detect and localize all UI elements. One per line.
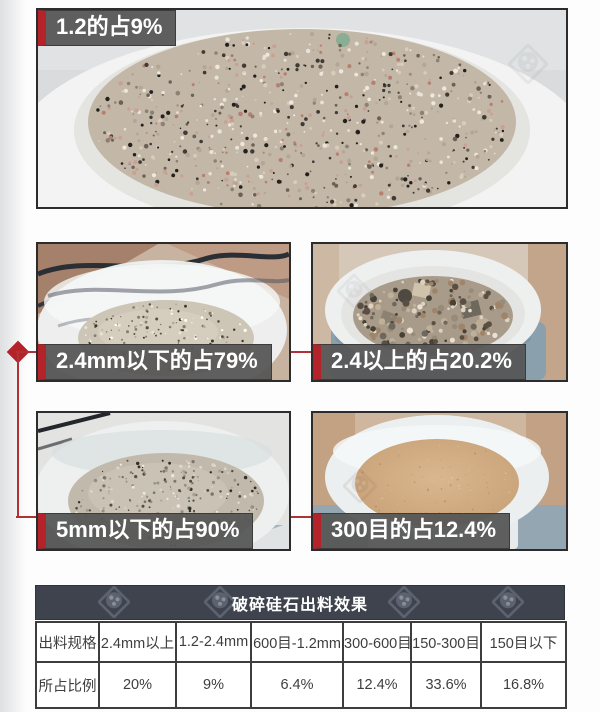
connector-line-vertical — [17, 352, 19, 517]
photo-sand-under-5mm: 5mm以下的占90% — [36, 411, 291, 551]
connector-line-to-mid-left-label — [16, 351, 38, 353]
label-1-2mm-share: 1.2的占9% — [38, 10, 177, 46]
label-1-2mm-share-text: 1.2的占9% — [56, 14, 163, 39]
ratio-cell: 16.8% — [480, 661, 567, 709]
label-under-5mm-share-text: 5mm以下的占90% — [56, 517, 240, 542]
photo-mixed-gravel-bucket: 1.2的占9% — [36, 8, 568, 209]
ratio-row: 所占比例 20% 9% 6.4% 12.4% 33.6% 16.8% — [35, 661, 567, 709]
label-under-2-4mm-share-text: 2.4mm以下的占79% — [56, 348, 258, 373]
label-under-2-4mm-share: 2.4mm以下的占79% — [38, 344, 272, 380]
table-title: 破碎硅石出料效果 — [231, 596, 368, 614]
spec-cell: 600目-1.2mm — [250, 621, 344, 663]
photo-pebbles-over-2-4mm: 2.4以上的占20.2% — [311, 242, 568, 382]
spec-cell: 2.4mm以上 — [98, 621, 177, 663]
photo-graphic-top — [38, 10, 566, 207]
spec-cell: 1.2-2.4mm — [175, 621, 252, 663]
label-under-5mm-share: 5mm以下的占90% — [38, 513, 254, 549]
spec-cell: 300-600目 — [342, 621, 412, 663]
spec-cell: 150-300目 — [410, 621, 482, 663]
photo-sand-under-2-4mm: 2.4mm以下的占79% — [36, 242, 291, 382]
ratio-cell: 12.4% — [342, 661, 412, 709]
spec-cell: 150目以下 — [480, 621, 567, 663]
table-title-bar: 破碎硅石出料效果 — [35, 585, 565, 620]
row-header-cell: 出料规格 — [35, 621, 100, 663]
ratio-cell: 6.4% — [250, 661, 344, 709]
result-grid: 出料规格 2.4mm以上 1.2-2.4mm 600目-1.2mm 300-60… — [35, 621, 567, 709]
connector-line-to-bot-left-label — [16, 516, 38, 518]
label-over-2-4mm-share-text: 2.4以上的占20.2% — [331, 348, 512, 373]
watermark-logo-icon — [98, 586, 130, 618]
label-300mesh-share-text: 300目的占12.4% — [331, 517, 497, 542]
watermark-logo-icon — [388, 586, 420, 618]
photo-300mesh-powder: 300目的占12.4% — [311, 411, 568, 551]
row-header-cell: 所占比例 — [35, 661, 100, 709]
spec-row: 出料规格 2.4mm以上 1.2-2.4mm 600目-1.2mm 300-60… — [35, 621, 567, 663]
label-300mesh-share: 300目的占12.4% — [313, 513, 511, 549]
ratio-cell: 9% — [175, 661, 252, 709]
watermark-logo-icon — [492, 586, 524, 618]
output-result-table: 破碎硅石出料效果 出料规格 2.4mm以上 1.2-2.4mm 600目-1.2… — [35, 585, 567, 709]
ratio-cell: 20% — [98, 661, 177, 709]
label-over-2-4mm-share: 2.4以上的占20.2% — [313, 344, 526, 380]
ratio-cell: 33.6% — [410, 661, 482, 709]
